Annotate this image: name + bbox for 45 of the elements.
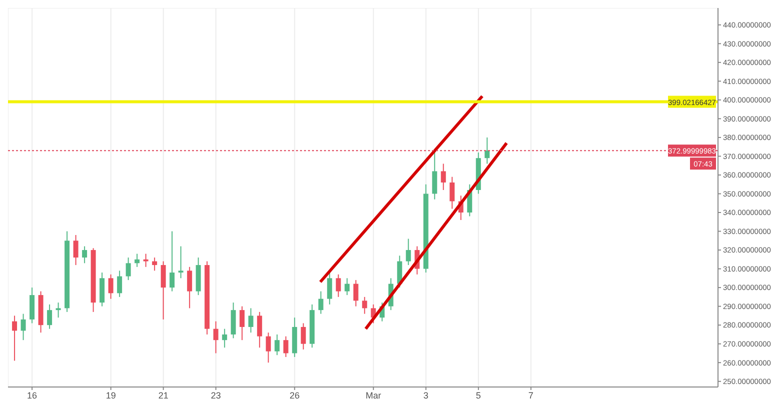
x-tick-label: 7 bbox=[528, 390, 534, 400]
candlestick bbox=[170, 230, 175, 292]
candlestick bbox=[300, 322, 306, 350]
candlestick bbox=[134, 253, 140, 268]
candlestick bbox=[213, 320, 218, 354]
candlestick bbox=[143, 253, 148, 268]
candlestick bbox=[73, 234, 78, 266]
x-tick-label: 23 bbox=[210, 390, 221, 400]
x-tick-label: 21 bbox=[158, 390, 168, 400]
candlestick bbox=[327, 272, 332, 305]
candlestick bbox=[406, 238, 411, 266]
candlestick bbox=[240, 306, 245, 341]
candlestick bbox=[432, 150, 438, 200]
candlestick bbox=[160, 260, 166, 320]
x-tick-label: 16 bbox=[27, 390, 38, 400]
candlestick bbox=[257, 311, 262, 348]
candlestick bbox=[178, 246, 184, 279]
candlestick bbox=[108, 274, 114, 300]
candlestick bbox=[450, 176, 455, 210]
candlestick bbox=[187, 266, 192, 309]
candlestick bbox=[222, 328, 228, 348]
candlestick bbox=[152, 257, 158, 272]
candlestick bbox=[248, 308, 254, 334]
candlestick bbox=[117, 270, 122, 298]
candlestick bbox=[47, 304, 52, 330]
candlestick bbox=[318, 290, 324, 314]
x-tick-label: Mar bbox=[366, 390, 382, 400]
x-tick-label: 3 bbox=[423, 390, 428, 400]
x-tick-label: 5 bbox=[476, 390, 481, 400]
candlestick bbox=[20, 313, 26, 341]
candlestick bbox=[353, 280, 358, 307]
candlestick bbox=[336, 274, 341, 298]
candlestick bbox=[484, 136, 490, 164]
candlestick bbox=[362, 296, 368, 314]
x-tick-label: 19 bbox=[106, 390, 116, 400]
candlestick bbox=[274, 334, 280, 356]
x-tick-label: 26 bbox=[290, 390, 300, 400]
candlestick bbox=[266, 332, 271, 364]
candlestick bbox=[126, 257, 131, 281]
candlestick bbox=[440, 163, 446, 190]
candlestick bbox=[12, 315, 18, 362]
candlestick bbox=[283, 336, 288, 358]
candlestick bbox=[82, 246, 88, 264]
candlestick bbox=[344, 278, 350, 296]
candlestick bbox=[56, 302, 61, 318]
